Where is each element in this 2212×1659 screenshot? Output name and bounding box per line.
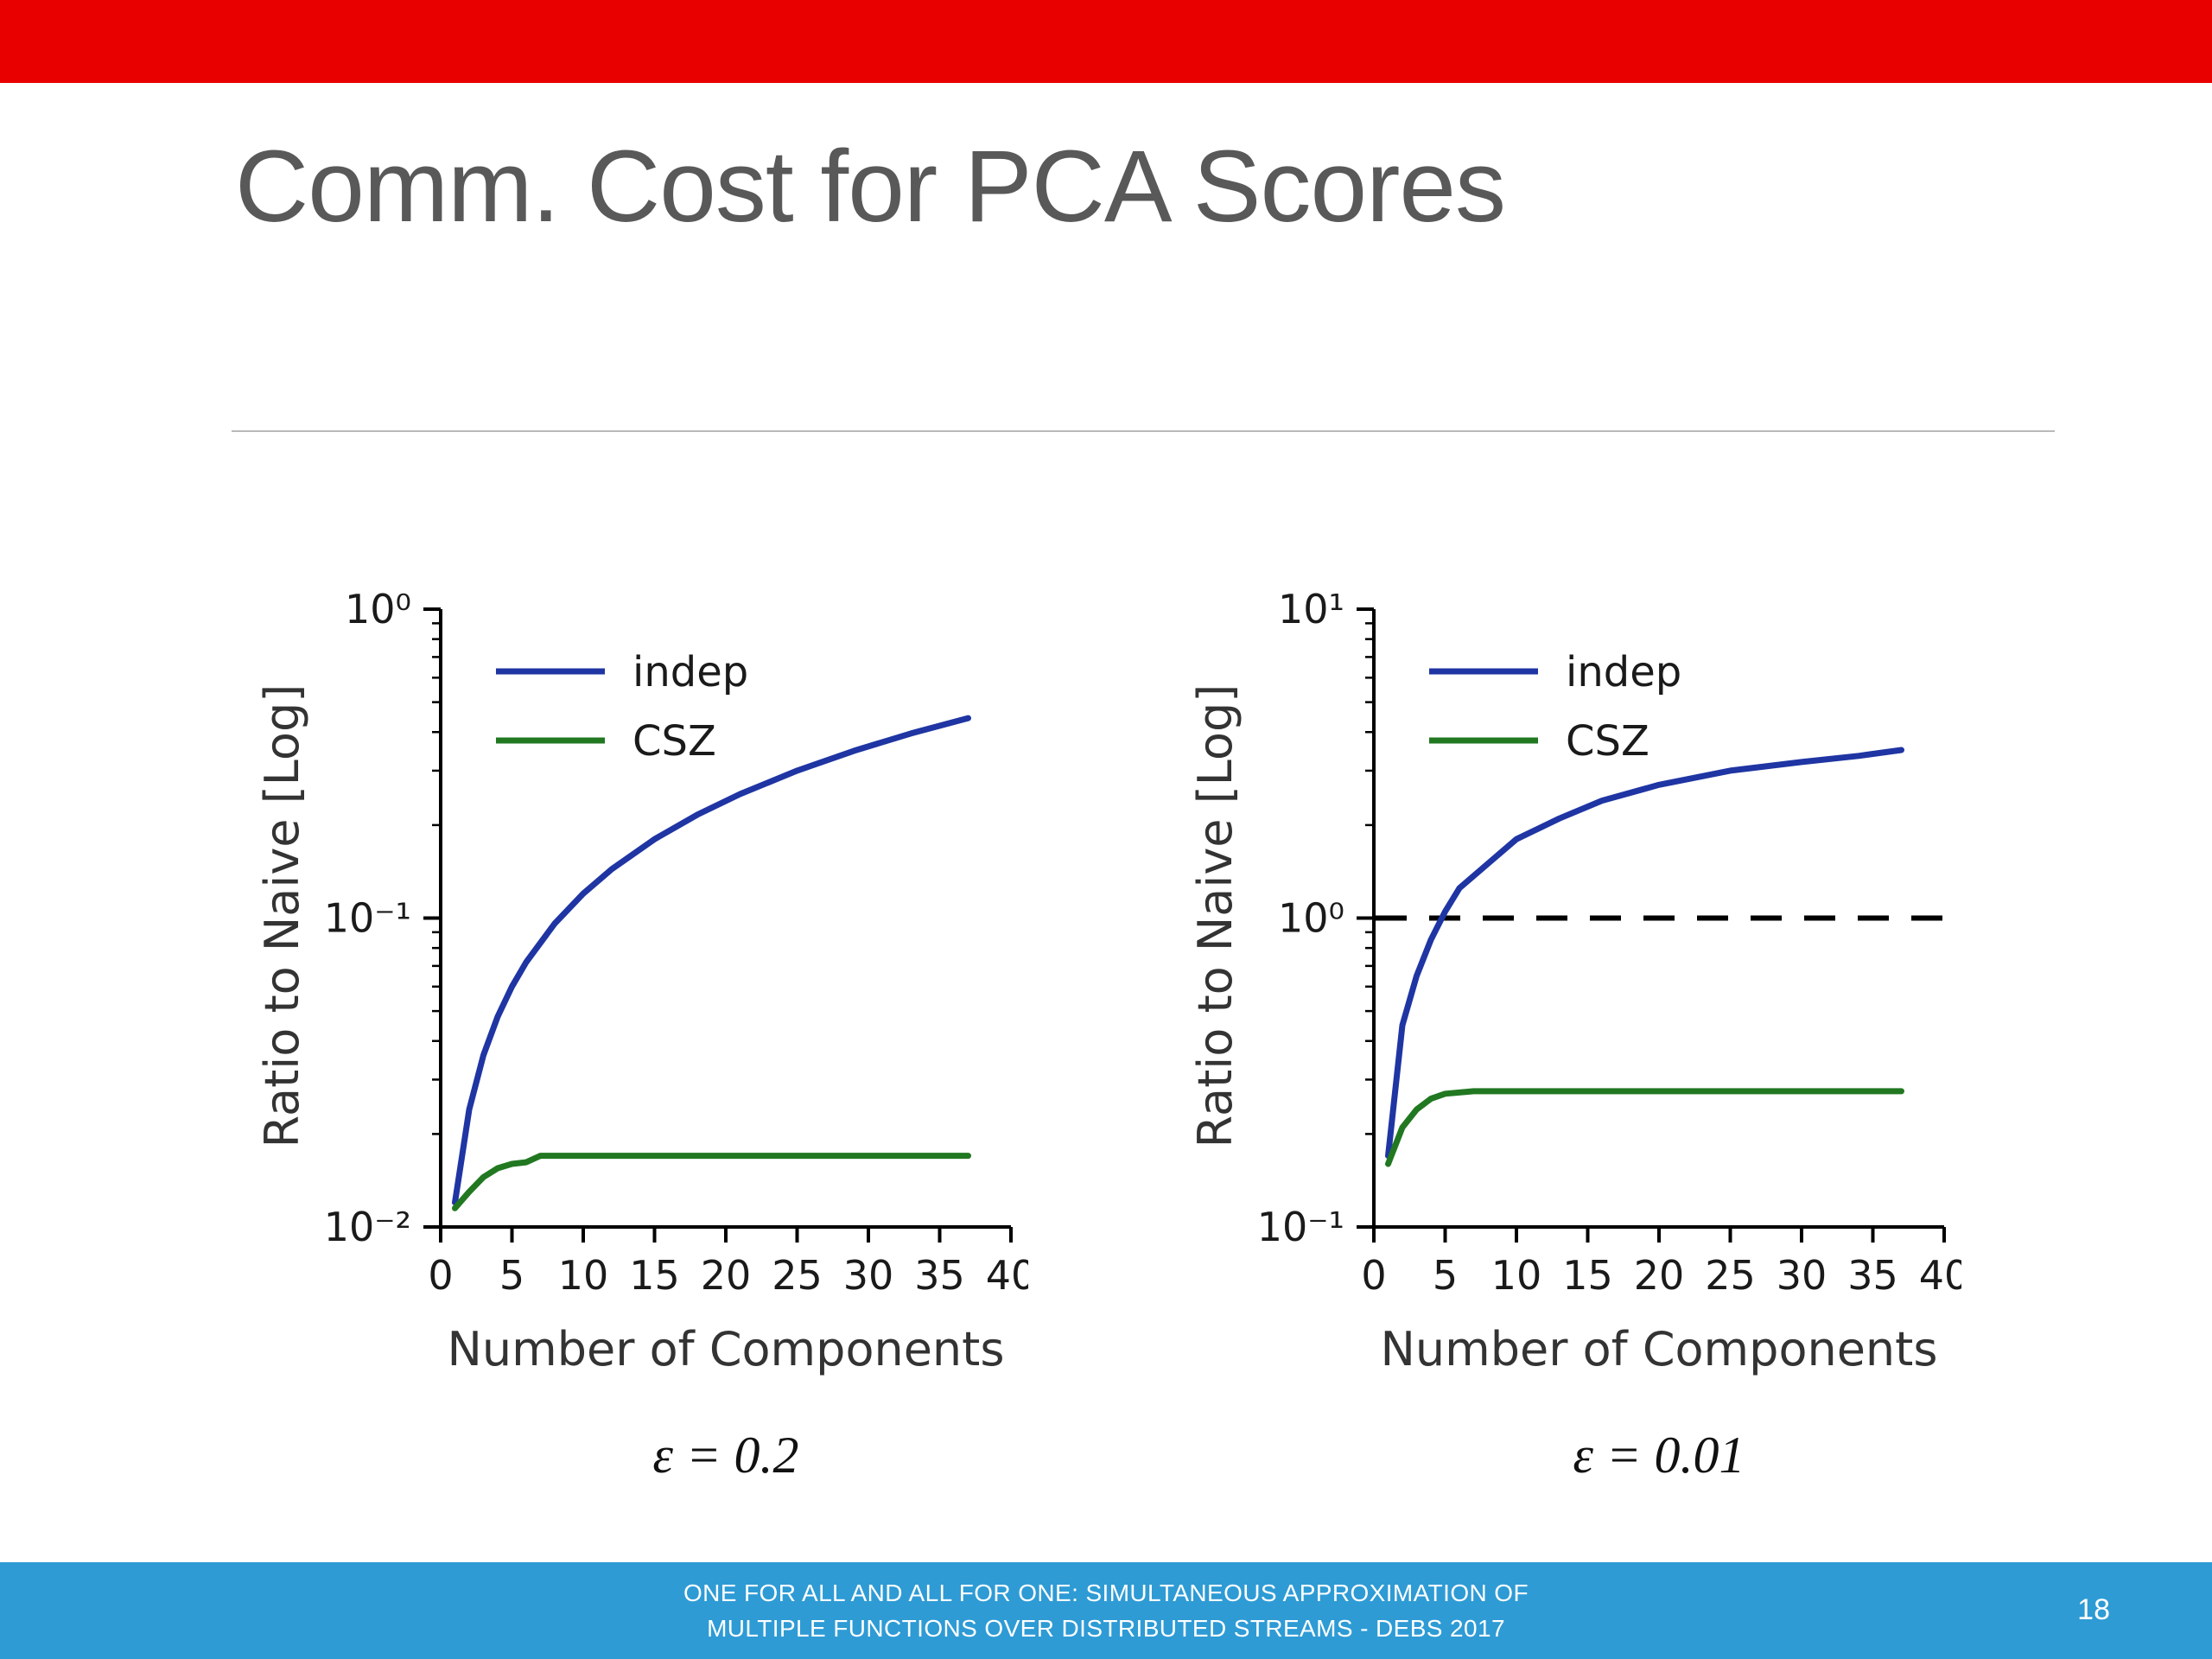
footer-bar: ONE FOR ALL AND ALL FOR ONE: SIMULTANEOU… (0, 1562, 2212, 1659)
series-line-CSZ (1385, 1088, 1904, 1167)
x-tick-label: 5 (1433, 1252, 1458, 1299)
chart-epsilon-0.2: Ratio to Naive [Log] 10⁰ 10⁻¹ 10⁻² 0 5 10 15 20… (255, 544, 1106, 1529)
y-tick-label: 10¹ (1278, 586, 1344, 632)
x-tick-label: 15 (1562, 1252, 1613, 1299)
footer-line-1: ONE FOR ALL AND ALL FOR ONE: SIMULTANEOU… (683, 1580, 1529, 1606)
x-axis-label: Number of Components (447, 1322, 1005, 1376)
plot-svg-right: 10¹ 10⁰ 10⁻¹ 0 5 10 15 20 25 30 35 40 indep CSZ (1257, 586, 1961, 1299)
plot-svg-left: 10⁰ 10⁻¹ 10⁻² 0 5 10 15 20 25 30 35 40 indep CSZ (324, 586, 1028, 1299)
x-tick-label: 40 (1919, 1252, 1961, 1299)
y-axis-label: Ratio to Naive [Log] (255, 683, 309, 1148)
x-tick-label: 10 (1491, 1252, 1542, 1299)
slide-title: Comm. Cost for PCA Scores (235, 130, 1506, 244)
x-tick-label: 30 (843, 1252, 894, 1299)
legend-label-indep: indep (632, 648, 748, 696)
chart-epsilon-0.01: Ratio to Naive [Log] 10¹ 10⁰ 10⁻¹ 0 5 10 15 20 2… (1188, 544, 2039, 1529)
x-tick-label: 0 (428, 1252, 453, 1299)
title-divider (232, 430, 2055, 432)
series-line-indep (1385, 747, 1904, 1160)
x-axis-label: Number of Components (1380, 1322, 1938, 1376)
legend-label-indep: indep (1566, 648, 1681, 696)
x-tick-label: 30 (1777, 1252, 1827, 1299)
x-tick-label: 5 (499, 1252, 524, 1299)
x-tick-label: 10 (558, 1252, 609, 1299)
epsilon-caption: ε = 0.2 (652, 1427, 799, 1484)
x-tick-label: 20 (1634, 1252, 1685, 1299)
footer-line-2: MULTIPLE FUNCTIONS OVER DISTRIBUTED STRE… (707, 1615, 1505, 1642)
series-line-indep (452, 715, 971, 1206)
epsilon-caption: ε = 0.01 (1573, 1427, 1745, 1484)
y-axis-label: Ratio to Naive [Log] (1188, 683, 1243, 1148)
x-tick-label: 40 (986, 1252, 1028, 1299)
legend: indep CSZ (496, 648, 748, 766)
x-tick-label: 0 (1361, 1252, 1386, 1299)
top-red-bar (0, 0, 2212, 83)
x-tick-label: 35 (914, 1252, 965, 1299)
x-tick-label: 15 (629, 1252, 680, 1299)
y-tick-label: 10⁻¹ (1257, 1204, 1344, 1250)
x-tick-label: 25 (1705, 1252, 1756, 1299)
y-tick-label: 10⁻² (324, 1204, 411, 1250)
x-tick-label: 25 (772, 1252, 823, 1299)
legend: indep CSZ (1429, 648, 1681, 766)
series-line-CSZ (452, 1153, 971, 1211)
legend-label-CSZ: CSZ (1566, 717, 1649, 766)
y-tick-label: 10⁻¹ (324, 895, 411, 942)
y-tick-label: 10⁰ (345, 586, 411, 632)
x-tick-label: 35 (1847, 1252, 1898, 1299)
axes: 10¹ 10⁰ 10⁻¹ 0 5 10 15 20 25 30 35 40 (1257, 586, 1961, 1299)
x-tick-label: 20 (701, 1252, 752, 1299)
legend-label-CSZ: CSZ (632, 717, 716, 766)
page-number: 18 (2077, 1593, 2110, 1626)
axes: 10⁰ 10⁻¹ 10⁻² 0 5 10 15 20 25 30 35 40 (324, 586, 1028, 1299)
y-tick-label: 10⁰ (1278, 895, 1344, 942)
footer-text: ONE FOR ALL AND ALL FOR ONE: SIMULTANEOU… (0, 1562, 2212, 1659)
